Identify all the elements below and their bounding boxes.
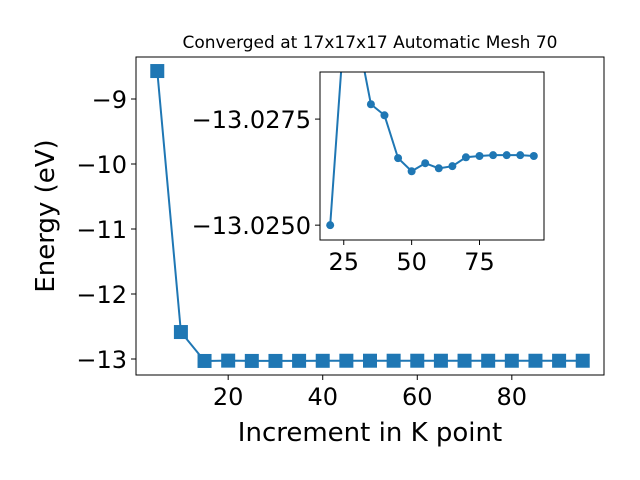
marker	[457, 353, 472, 368]
y-tick-label: −13.0250	[192, 212, 311, 240]
chart-title: Converged at 17x17x17 Automatic Mesh 70	[183, 33, 558, 53]
y-tick-label: −13	[76, 346, 127, 374]
marker	[268, 353, 283, 368]
x-tick-label: 40	[307, 383, 338, 411]
marker	[516, 151, 525, 160]
marker	[552, 353, 567, 368]
x-tick-label: 75	[464, 248, 495, 276]
marker	[502, 151, 511, 160]
marker	[326, 221, 335, 230]
marker	[481, 353, 496, 368]
y-tick-label: −11	[76, 216, 127, 244]
marker	[461, 153, 470, 162]
marker	[433, 353, 448, 368]
marker	[529, 152, 538, 160]
x-tick-label: 25	[328, 248, 359, 276]
x-axis-label: Increment in K point	[238, 418, 502, 448]
y-tick-label: −9	[92, 86, 127, 114]
marker	[504, 353, 519, 368]
marker	[448, 162, 457, 171]
x-tick-label: 80	[497, 383, 528, 411]
marker	[173, 325, 188, 340]
data	[150, 64, 590, 368]
marker	[380, 111, 389, 120]
marker	[292, 353, 307, 368]
marker	[244, 353, 259, 368]
data	[326, 72, 538, 230]
marker	[315, 353, 330, 368]
marker	[339, 353, 354, 368]
marker	[197, 353, 212, 368]
y-axis-label: Energy (eV)	[31, 139, 61, 292]
plot-frame	[319, 71, 545, 241]
marker	[221, 353, 236, 368]
marker	[489, 151, 498, 160]
marker	[150, 64, 165, 79]
x-tick-label: 50	[396, 248, 427, 276]
y-tick-label: −10	[76, 151, 127, 179]
plot-frame	[135, 56, 605, 376]
x-tick-label: 20	[213, 383, 244, 411]
marker	[407, 167, 416, 176]
y-tick-label: −12	[76, 281, 127, 309]
marker	[366, 100, 375, 109]
x-tick-label: 60	[402, 383, 433, 411]
series-line	[329, 72, 534, 226]
marker	[421, 159, 430, 168]
marker	[363, 353, 377, 368]
marker	[434, 164, 443, 173]
marker	[386, 353, 401, 368]
marker	[528, 353, 543, 368]
marker	[410, 353, 425, 368]
marker	[475, 152, 484, 160]
marker	[575, 353, 590, 368]
marker	[394, 154, 403, 163]
plot: 25 50 75 −13.0250 −13.0275	[192, 71, 545, 276]
y-tick-label: −13.0275	[192, 106, 311, 134]
